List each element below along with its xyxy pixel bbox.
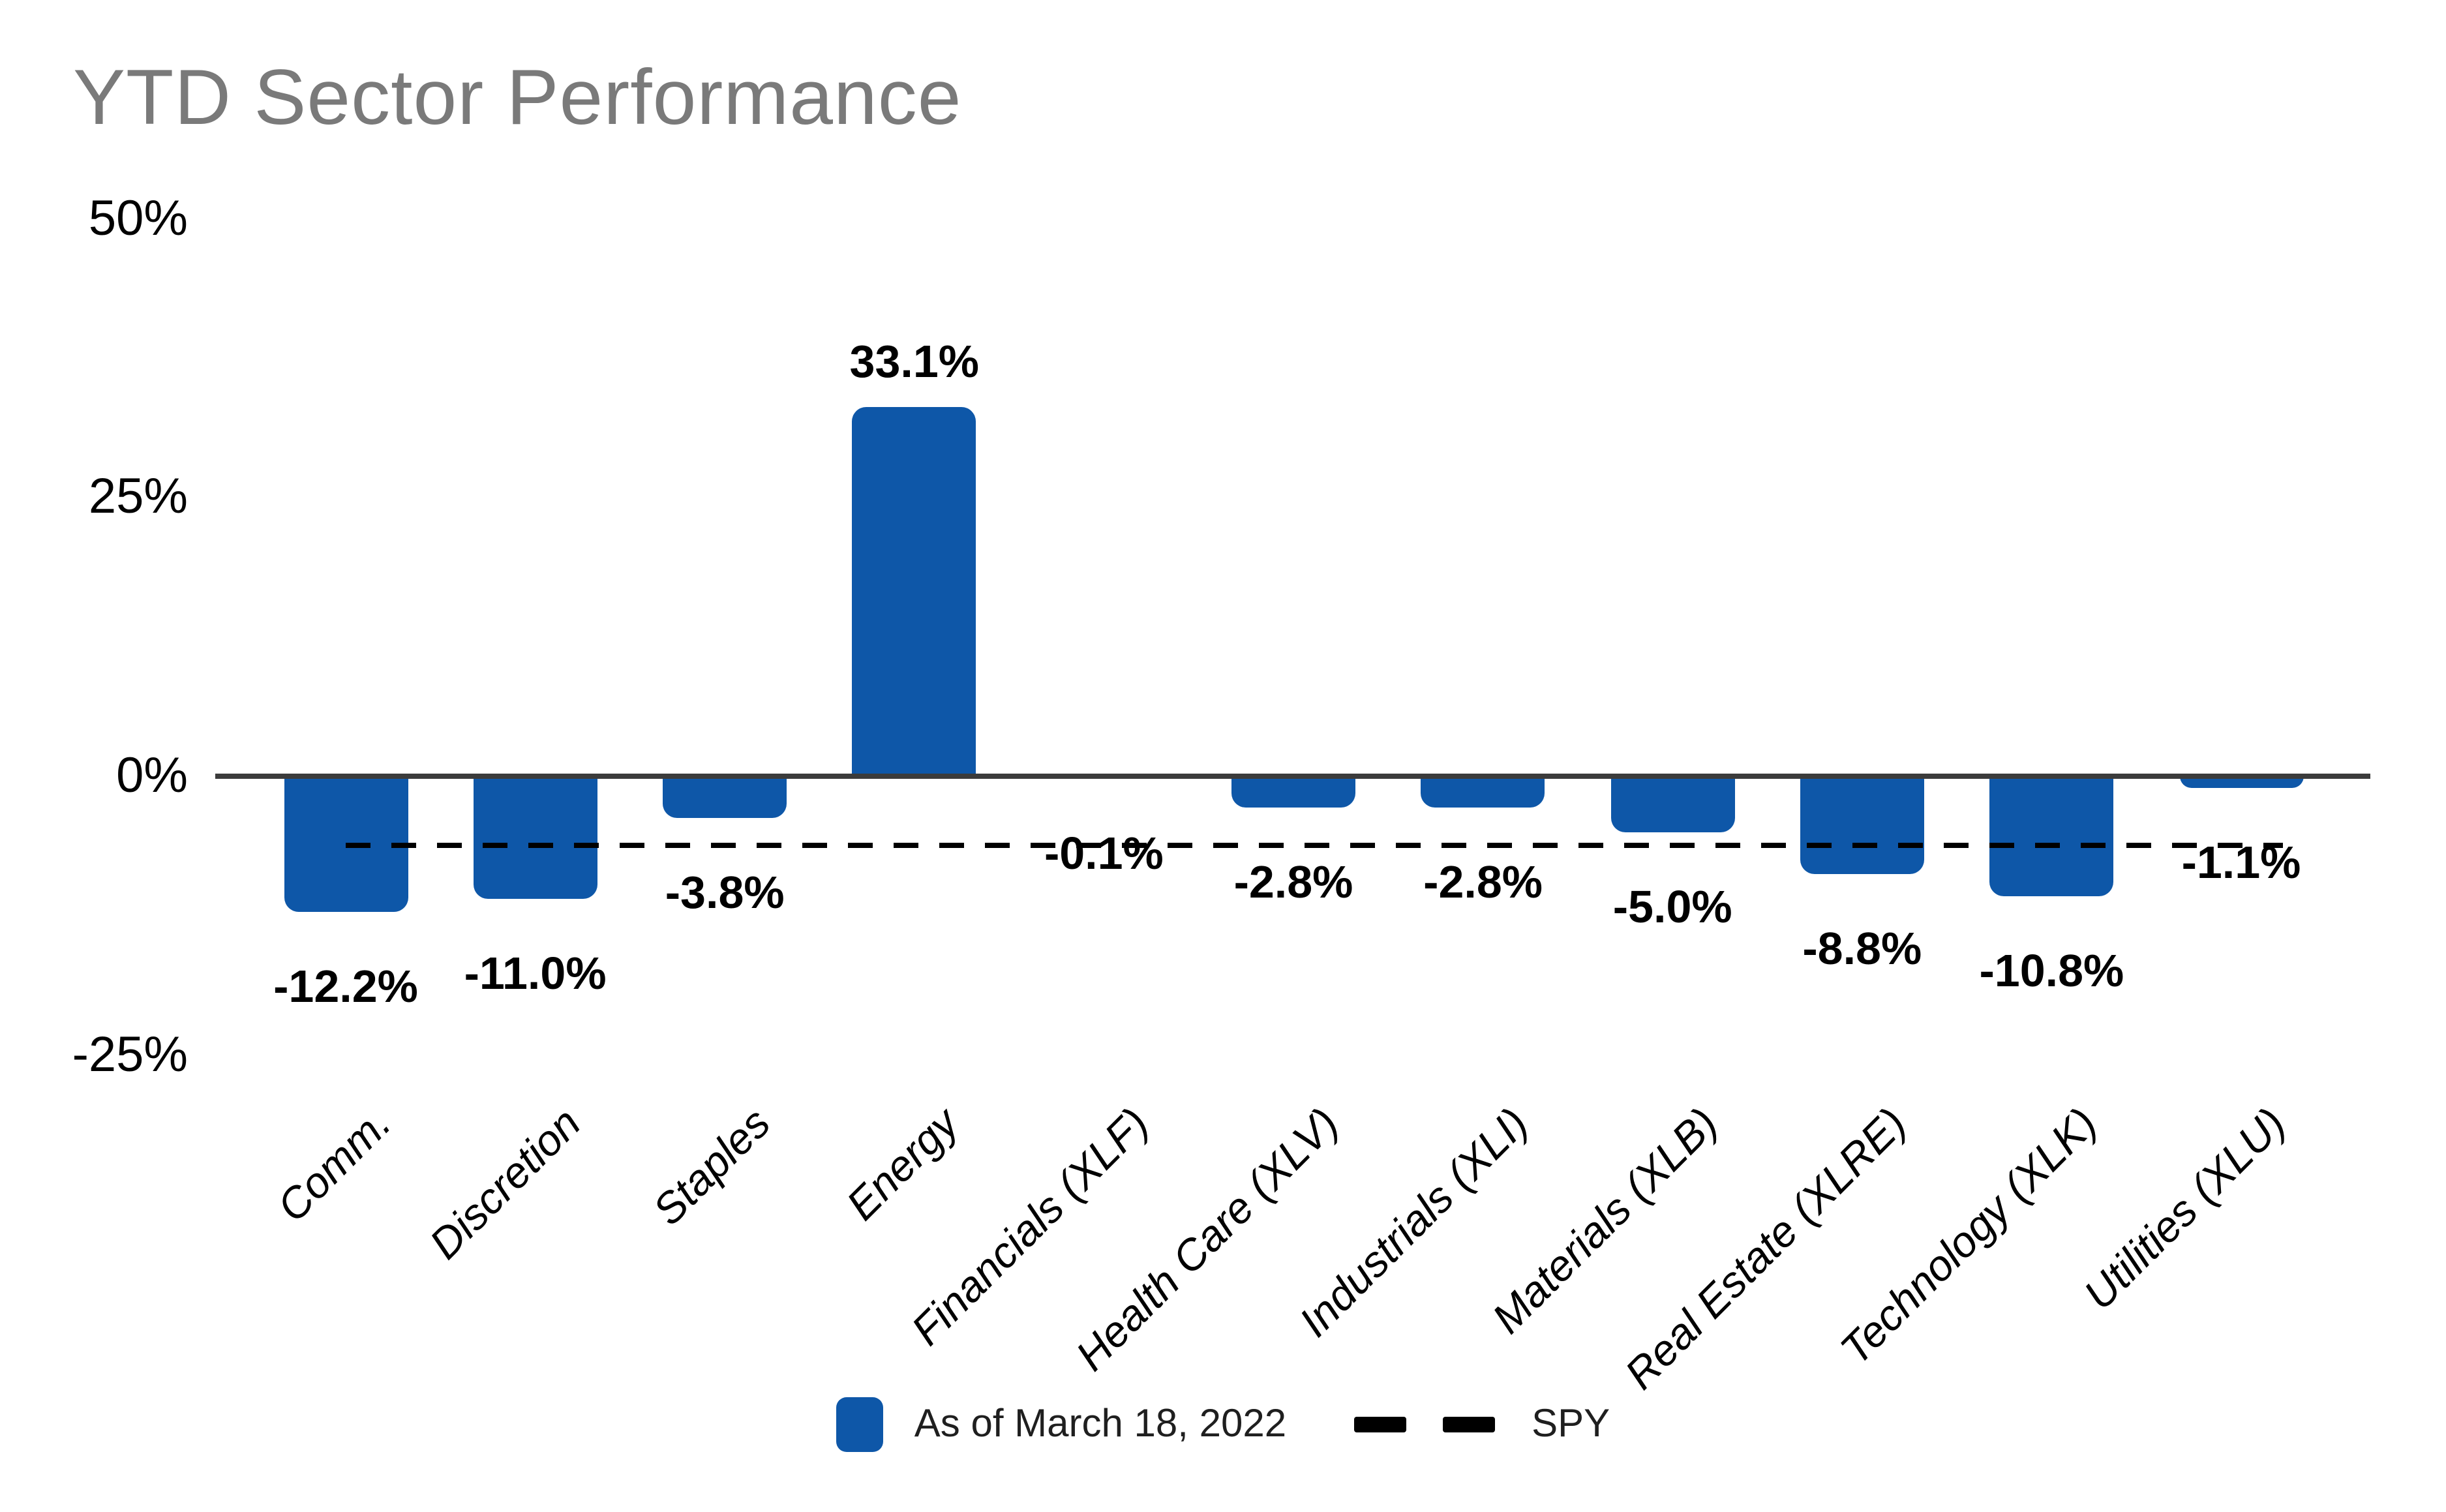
x-axis-label: Staples	[642, 1098, 779, 1234]
bar	[1989, 776, 2114, 897]
chart-legend: As of March 18, 2022 SPY	[0, 1391, 2446, 1459]
bar	[1421, 776, 1545, 808]
bar-value-label: -0.1%	[1044, 828, 1164, 879]
bar	[852, 406, 976, 776]
bar-value-label: -12.2%	[273, 961, 418, 1013]
bar	[1610, 776, 1735, 832]
bar	[473, 776, 597, 900]
spy-dashed-line	[346, 843, 2283, 848]
legend-dashed-line-segment	[1443, 1417, 1496, 1432]
bar-value-label: -2.8%	[1423, 856, 1543, 908]
bar-value-label: -1.1%	[2181, 838, 2301, 889]
y-axis-tick-label: 25%	[88, 470, 188, 525]
legend-bar-swatch	[836, 1397, 883, 1452]
bar-value-label: -10.8%	[1979, 946, 2124, 997]
zero-axis-line	[215, 774, 2370, 779]
x-axis-label: Discretion	[419, 1098, 589, 1268]
bar	[663, 776, 787, 819]
y-axis-tick-label: 50%	[88, 191, 188, 246]
legend-dashed-line-segment	[1354, 1417, 1407, 1432]
bar	[1231, 776, 1355, 808]
bar-value-label: -3.8%	[665, 868, 785, 919]
bar-value-label: -8.8%	[1802, 924, 1922, 975]
legend-bar-series-label: As of March 18, 2022	[914, 1402, 1287, 1445]
bar	[1800, 776, 1924, 875]
bar-value-label: -11.0%	[464, 948, 607, 1000]
bar-value-label: -2.8%	[1233, 856, 1353, 908]
legend-line-series-label: SPY	[1532, 1402, 1610, 1445]
y-axis-tick-label: 0%	[116, 749, 188, 804]
x-axis-label: Utilities (XLU)	[2074, 1098, 2295, 1319]
x-axis-label: Comm.	[267, 1098, 400, 1231]
chart-title: YTD Sector Performance	[73, 53, 962, 141]
bar	[2179, 776, 2303, 789]
bar-value-label: 33.1%	[849, 336, 980, 387]
y-axis-tick-label: -25%	[72, 1027, 188, 1083]
x-axis-label: Energy	[837, 1098, 969, 1230]
bar-value-label: -5.0%	[1612, 881, 1732, 933]
